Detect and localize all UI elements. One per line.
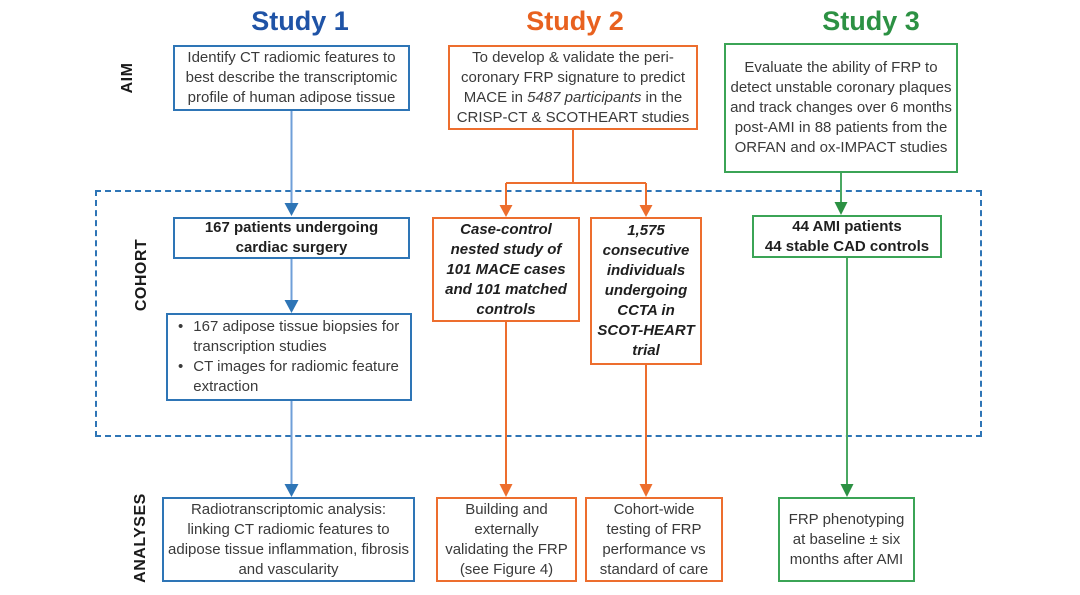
- bullet-dot-icon: •: [178, 318, 184, 335]
- study2-aim-box: To develop & validate the peri-coronary …: [448, 45, 698, 130]
- row-label-analyses: ANALYSES: [132, 493, 149, 583]
- bullet-text: CT images for radiomic feature extractio…: [193, 358, 399, 395]
- study1-aim-box: Identify CT radiomic features to best de…: [173, 45, 410, 111]
- cohort-section-outline: [95, 190, 982, 437]
- bullet-item: • 167 adipose tissue biopsies for transc…: [178, 317, 404, 357]
- study1-cohort-detail-box: • 167 adipose tissue biopsies for transc…: [166, 313, 412, 401]
- study2-analysis-testing-box: Cohort-wide testing of FRP performance v…: [585, 497, 723, 582]
- study2-title: Study 2: [526, 6, 624, 36]
- bullet-item: • CT images for radiomic feature extract…: [178, 357, 404, 397]
- study2-cohort-scotheart-box: 1,575 consecutive individuals undergoing…: [590, 217, 702, 365]
- study3-cohort-line1: 44 AMI patients: [792, 217, 902, 235]
- study2-analysis-building-box: Building and externally validating the F…: [436, 497, 577, 582]
- row-label-aim: AIM: [119, 62, 136, 94]
- study2-analysis-building-text: Building and externally validating the F…: [445, 500, 568, 578]
- study1-cohort-box: 167 patients undergoing cardiac surgery: [173, 217, 410, 259]
- study2-cohort-casecontrol-text: Case-control nested study of 101 MACE ca…: [445, 220, 567, 318]
- study2-analysis-testing-text: Cohort-wide testing of FRP performance v…: [599, 500, 709, 578]
- study1-title: Study 1: [251, 6, 349, 36]
- study3-analysis-box: FRP phenotyping at baseline ± six months…: [778, 497, 915, 582]
- study3-title: Study 3: [822, 6, 920, 36]
- study3-aim-text: Evaluate the ability of FRP to detect un…: [730, 59, 952, 156]
- study3-aim-box: Evaluate the ability of FRP to detect un…: [724, 43, 958, 173]
- bullet-text: 167 adipose tissue biopsies for transcri…: [193, 318, 400, 355]
- study2-cohort-casecontrol-box: Case-control nested study of 101 MACE ca…: [432, 217, 580, 322]
- study1-cohort-text: 167 patients undergoing cardiac surgery: [204, 219, 379, 256]
- study1-analysis-box: Radiotranscriptomic analysis: linking CT…: [162, 497, 415, 582]
- study2-cohort-scotheart-text: 1,575 consecutive individuals undergoing…: [597, 222, 695, 359]
- study3-cohort-line2: 44 stable CAD controls: [764, 237, 930, 255]
- study2-aim-italic: 5487 participants: [527, 88, 642, 106]
- study2-aim-pre: To develop & validate the peri-coronary …: [461, 48, 685, 106]
- study3-cohort-box: 44 AMI patients 44 stable CAD controls: [752, 215, 942, 258]
- bullet-dot-icon: •: [178, 358, 184, 375]
- study1-aim-text: Identify CT radiomic features to best de…: [185, 49, 398, 106]
- study2-aim-text: To develop & validate the peri-coronary …: [454, 48, 692, 128]
- study1-analysis-text: Radiotranscriptomic analysis: linking CT…: [168, 500, 409, 578]
- study2-aim-post: in the CRISP-CT & SCOTHEART studies: [456, 88, 690, 126]
- study3-analysis-text: FRP phenotyping at baseline ± six months…: [788, 510, 905, 568]
